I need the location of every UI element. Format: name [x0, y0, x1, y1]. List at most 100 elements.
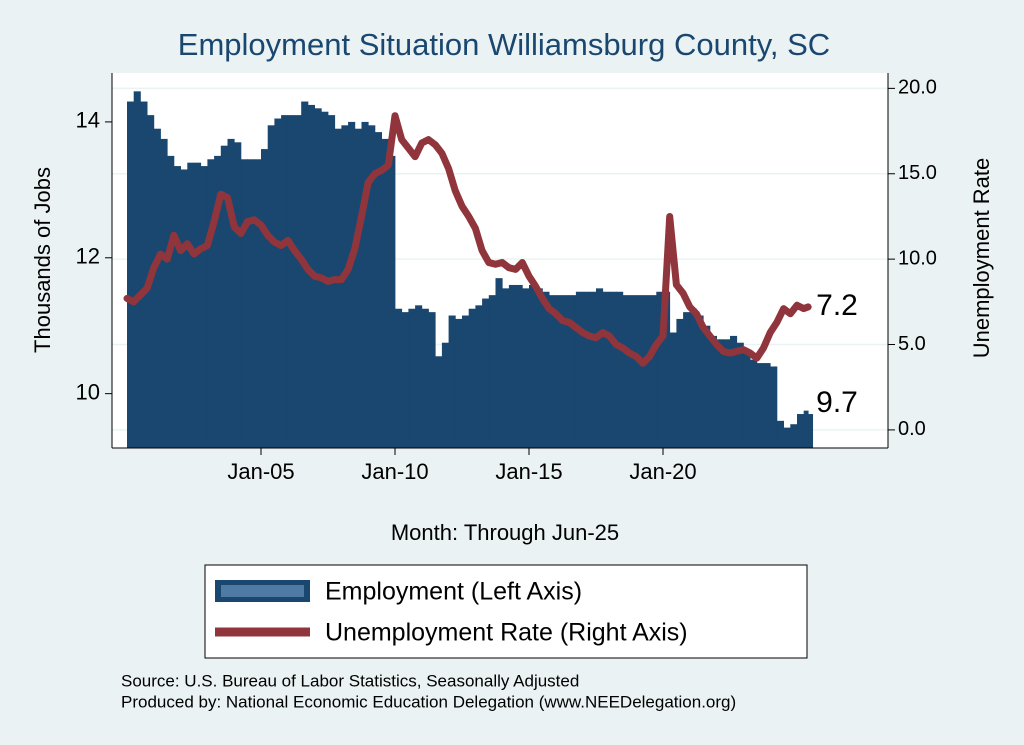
source-note: Source: U.S. Bureau of Labor Statistics,…: [121, 671, 579, 690]
bar: [642, 295, 650, 448]
bar: [508, 284, 516, 448]
bar: [408, 308, 416, 448]
bar: [502, 288, 510, 448]
bar: [200, 166, 208, 448]
bar: [602, 291, 610, 448]
bar: [683, 312, 691, 448]
y2-tick-label: 5.0: [898, 333, 926, 355]
bar: [415, 305, 423, 448]
bar: [441, 342, 449, 448]
bar: [334, 128, 342, 448]
y2-tick-label: 20.0: [898, 77, 937, 99]
bar: [395, 308, 403, 448]
bar: [716, 339, 724, 448]
bar: [770, 366, 778, 448]
bar: [341, 125, 349, 448]
bar: [368, 125, 376, 448]
bar: [287, 115, 295, 448]
bar: [582, 291, 590, 448]
bar: [730, 335, 738, 448]
bar: [127, 101, 135, 449]
bar: [140, 101, 148, 449]
bar: [797, 414, 805, 448]
bar: [743, 352, 751, 448]
bar: [234, 142, 242, 449]
bar: [555, 295, 563, 448]
bar: [763, 363, 771, 448]
bar: [696, 315, 704, 448]
bar: [361, 121, 369, 449]
bar: [180, 169, 188, 448]
bar: [676, 318, 684, 448]
bar: [703, 325, 711, 448]
legend-label: Employment (Left Axis): [325, 578, 582, 606]
bar: [187, 162, 195, 448]
y2-axis-title: Unemployment Rate: [969, 158, 994, 359]
bar: [281, 115, 289, 448]
x-tick-label: Jan-05: [227, 459, 294, 484]
bar: [160, 138, 168, 449]
bar: [562, 295, 570, 448]
line: [123, 112, 812, 367]
bar: [790, 424, 798, 448]
bar: [750, 359, 758, 448]
bar: [455, 318, 463, 448]
bar: [261, 149, 269, 448]
legend-label: Unemployment Rate (Right Axis): [325, 619, 688, 647]
bar: [428, 312, 436, 448]
legend-swatch-inner: [221, 585, 304, 597]
bar: [542, 291, 550, 448]
bar: [663, 291, 671, 448]
bar: [656, 291, 664, 448]
bar: [776, 420, 784, 448]
bar: [227, 138, 235, 449]
bar: [301, 101, 309, 449]
bar: [736, 342, 744, 448]
bar: [495, 278, 503, 448]
bar: [194, 162, 202, 448]
bar: [462, 315, 470, 448]
bar: [207, 159, 215, 449]
bar: [267, 125, 275, 448]
bar: [167, 155, 175, 448]
bar: [354, 128, 362, 448]
y2-tick-label: 15.0: [898, 162, 937, 184]
bar: [622, 295, 630, 448]
bar: [448, 315, 456, 448]
bar: [569, 295, 577, 448]
bar: [247, 159, 255, 449]
bar: [348, 121, 356, 449]
bar: [153, 128, 161, 448]
x-axis-title: Month: Through Jun-25: [391, 520, 619, 545]
bar: [214, 155, 222, 448]
bar: [803, 410, 809, 448]
bar: [535, 288, 543, 448]
y-tick-label: 14: [76, 108, 100, 133]
bar: [468, 308, 476, 448]
x-tick-label: Jan-10: [361, 459, 428, 484]
source-note: Produced by: National Economic Education…: [121, 692, 736, 711]
x-tick-label: Jan-15: [495, 459, 562, 484]
y2-tick-label: 10.0: [898, 247, 937, 269]
bar: [173, 166, 181, 448]
bar: [649, 295, 657, 448]
bar: [133, 91, 141, 448]
bar: [529, 284, 537, 448]
bar: [220, 145, 228, 448]
y-axis-title: Thousands of Jobs: [30, 167, 55, 353]
bar: [589, 291, 597, 448]
y-tick-label: 12: [76, 244, 100, 269]
y2-tick-label: 0.0: [898, 418, 926, 440]
bar: [294, 115, 302, 448]
bar: [488, 295, 496, 448]
bar: [421, 308, 429, 448]
bar: [401, 312, 409, 448]
bar: [616, 291, 624, 448]
bar: [475, 305, 483, 448]
bar: [522, 288, 530, 448]
bar: [575, 291, 583, 448]
bar: [629, 295, 637, 448]
bar: [381, 138, 389, 449]
bar: [482, 298, 490, 448]
